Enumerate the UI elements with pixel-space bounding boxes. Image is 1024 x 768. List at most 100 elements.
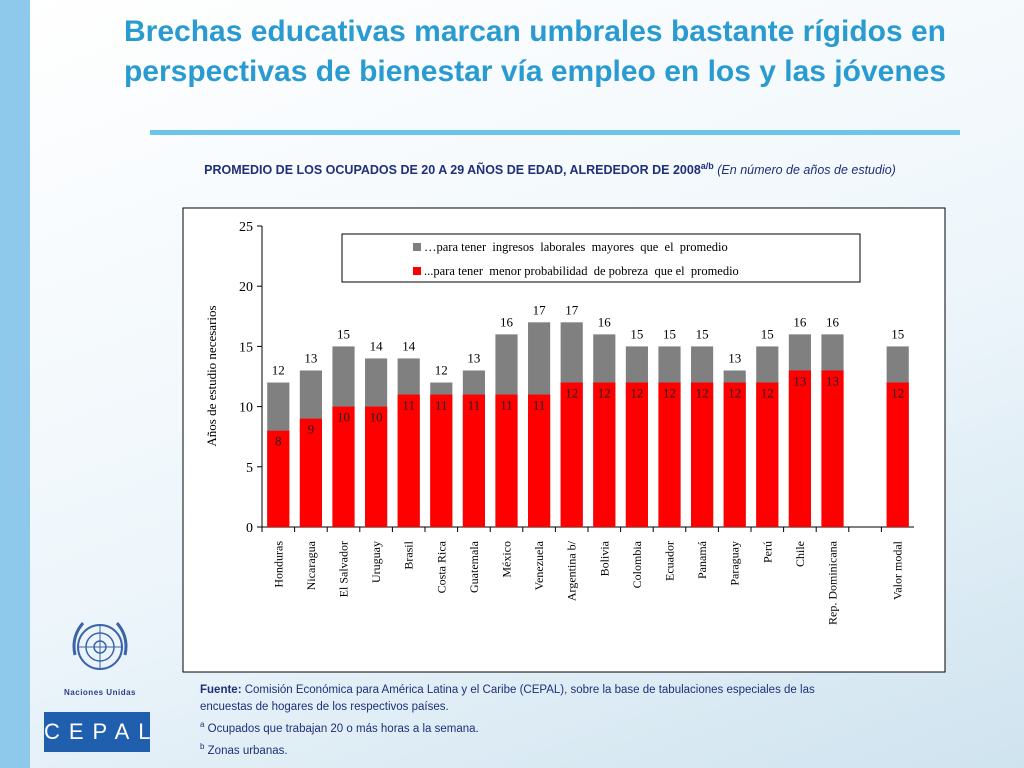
x-tick-label: Nicaragua [304,540,318,590]
bar [821,370,844,527]
bar [397,394,420,527]
legend-swatch [413,243,421,251]
bar [691,346,714,527]
subtitle-sup: a/b [700,161,714,171]
data-label: 12 [696,386,709,401]
bar [788,370,811,527]
y-tick-label: 10 [239,401,253,416]
x-tick-label: Paraguay [728,541,742,586]
bar [299,418,322,527]
bar [397,358,420,527]
data-label: 15 [761,326,774,341]
chart-frame [182,207,946,673]
bar [495,394,518,527]
data-label: 12 [761,386,774,401]
data-label: 15 [891,326,904,341]
data-label: 13 [304,350,317,365]
bar [495,334,518,527]
bar [723,370,746,527]
data-label: 16 [793,314,807,329]
legend-swatch [413,267,421,275]
subtitle-text: PROMEDIO DE LOS OCUPADOS DE 20 A 29 AÑOS… [204,163,701,178]
x-tick-label: El Salvador [337,541,351,597]
x-tick-label: Costa Rica [434,540,448,593]
bar [593,334,616,527]
legend-box [341,233,861,283]
bar [625,346,648,527]
data-label: 15 [696,326,709,341]
data-label: 10 [337,410,350,425]
data-label: 12 [565,386,578,401]
data-label: 11 [402,398,415,413]
footnotes: Fuente: Comisión Económica para América … [200,682,850,760]
x-tick-label: Valor modal [891,540,905,600]
source-label: Fuente: [200,684,242,696]
bar [886,346,909,527]
x-tick-label: Panamá [695,540,709,579]
x-tick-label: Colombia [630,540,644,588]
y-tick-label: 20 [239,280,253,295]
x-tick-label: Argentina b/ [565,540,579,601]
data-label: 12 [598,386,611,401]
data-label: 8 [275,434,282,449]
note: a Ocupados que trabajan 20 o más horas a… [200,716,850,738]
un-emblem [72,622,128,670]
x-tick-label: Chile [793,541,807,567]
side-strip [0,0,30,768]
x-tick-label: México [500,541,514,578]
source: Fuente: Comisión Económica para América … [200,682,850,716]
y-tick-label: 0 [246,521,253,536]
data-label: 16 [826,314,840,329]
bar [723,382,746,527]
y-axis-label: Años de estudio necesarios [204,305,219,446]
data-label: 10 [370,410,383,425]
bar [462,370,485,527]
legend-label: ...para tener menor probabilidad de pobr… [424,264,739,278]
y-tick-label: 25 [239,220,253,235]
data-label: 16 [598,314,612,329]
data-label: 13 [467,350,480,365]
title-rule [150,130,960,135]
data-label: 12 [272,363,285,378]
subtitle-note: (En número de años de estudio) [717,163,896,178]
data-label: 14 [402,338,416,353]
x-tick-label: Ecuador [663,541,677,581]
un-name: Naciones Unidas [64,688,136,697]
y-tick-label: 15 [239,340,253,355]
data-label: 12 [728,386,741,401]
legend-label: …para tener ingresos laborales mayores q… [424,240,728,254]
bar [658,346,681,527]
bar [756,346,779,527]
bar [788,334,811,527]
un-logo: Naciones Unidas [45,615,155,697]
bar [267,430,290,527]
x-tick-label: Bolivia [597,540,611,576]
data-label: 11 [435,398,448,413]
data-label: 13 [826,373,839,388]
slide-title: Brechas educativas marcan umbrales basta… [123,15,947,88]
bar [462,394,485,527]
data-label: 12 [891,386,904,401]
bar [593,382,616,527]
data-label: 17 [533,302,547,317]
x-tick-label: Rep. Dominicana [826,540,840,625]
data-label: 12 [630,386,643,401]
source-text: Comisión Económica para América Latina y… [200,684,815,713]
data-label: 15 [337,326,350,341]
data-label: 16 [500,314,514,329]
data-label: 11 [533,398,546,413]
note-mark: b [200,741,205,751]
data-label: 13 [793,373,806,388]
x-tick-label: Uruguay [369,541,383,583]
data-label: 11 [500,398,513,413]
x-tick-label: Venezuela [532,540,546,590]
bar [560,322,583,527]
bar [756,382,779,527]
data-label: 11 [468,398,481,413]
data-label: 17 [565,302,579,317]
bar [560,382,583,527]
bar [691,382,714,527]
note-text: Zonas urbanas. [207,744,288,757]
bar [886,382,909,527]
